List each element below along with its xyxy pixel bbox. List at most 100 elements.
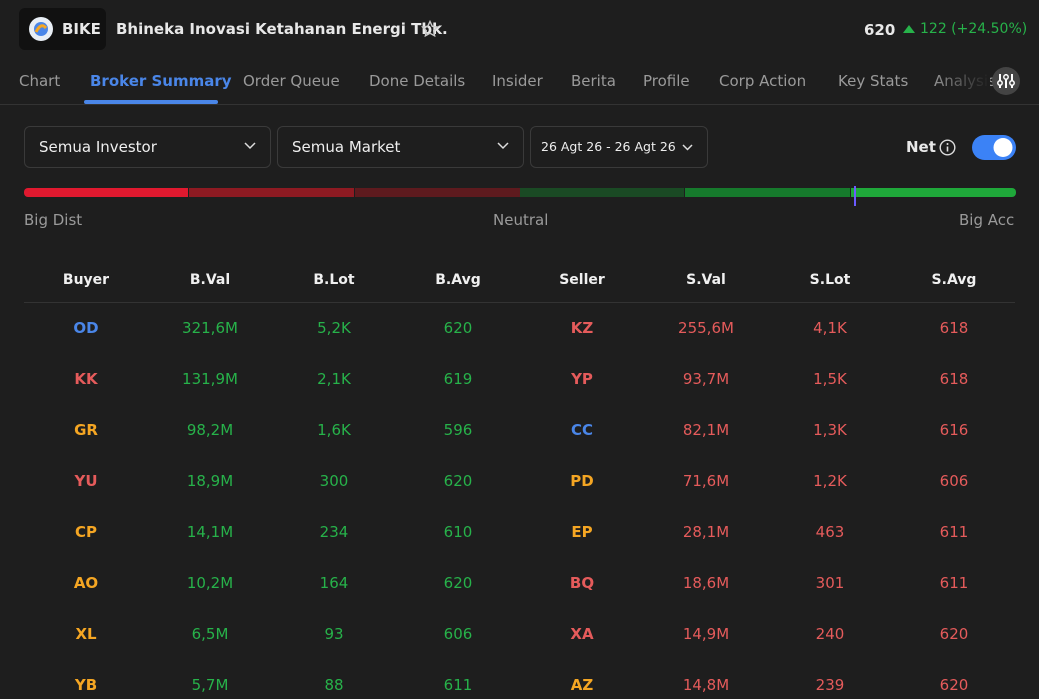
broker-code: KK — [74, 370, 98, 388]
table-cell: 606 — [443, 625, 473, 643]
column-header: Seller — [559, 272, 605, 288]
tab[interactable]: Insider — [492, 72, 543, 90]
info-icon[interactable] — [939, 139, 956, 156]
tab[interactable]: Profile — [643, 72, 690, 90]
market-filter[interactable]: Semua Market — [277, 126, 524, 168]
investor-filter[interactable]: Semua Investor — [24, 126, 271, 168]
table-cell: 618 — [939, 319, 969, 337]
column-header: B.Avg — [435, 272, 481, 288]
table-cell: 82,1M — [682, 421, 730, 439]
meter-left-label: Big Dist — [24, 211, 83, 229]
table-cell: 619 — [443, 370, 473, 388]
price: 620 — [864, 21, 896, 39]
tab[interactable]: Done Details — [369, 72, 466, 90]
table-cell: 4,1K — [813, 319, 847, 337]
logo — [29, 17, 53, 41]
table-cell: 239 — [815, 676, 845, 694]
broker-code: XL — [75, 625, 97, 643]
meter-center-label: Neutral — [493, 211, 549, 229]
table-cell: 234 — [319, 523, 349, 541]
table-cell: 131,9M — [182, 370, 238, 388]
table-cell: 14,8M — [682, 676, 730, 694]
net-label: Net — [906, 138, 936, 156]
table-cell: 596 — [443, 421, 473, 439]
date-filter[interactable]: 26 Agt 26 - 26 Agt 26 — [530, 126, 708, 168]
table-cell: 611 — [939, 523, 969, 541]
tab[interactable]: Broker Summary — [90, 72, 232, 90]
up-arrow — [903, 25, 915, 33]
table-cell: 88 — [324, 676, 344, 694]
table-cell: 6,5M — [191, 625, 229, 643]
price-change: 122 (+24.50%) — [920, 21, 1028, 37]
broker-code: YB — [74, 676, 98, 694]
broker-code: YU — [74, 472, 98, 490]
active-tab-indicator — [84, 100, 218, 104]
table-cell: 620 — [443, 574, 473, 592]
broker-code: AO — [73, 574, 99, 592]
table-cell: 620 — [443, 472, 473, 490]
market-label: Semua Market — [292, 138, 401, 156]
table-cell: 1,3K — [813, 421, 847, 439]
table-cell: 28,1M — [682, 523, 730, 541]
broker-code: PD — [570, 472, 594, 490]
table-cell: 18,6M — [682, 574, 730, 592]
net-toggle[interactable] — [972, 135, 1016, 160]
company-name: Bhineka Inovasi Ketahanan Energi Tbk. — [116, 20, 448, 38]
chevron — [244, 142, 256, 150]
broker-code: YP — [571, 370, 593, 388]
table-cell: 71,6M — [682, 472, 730, 490]
table-header-divider — [24, 302, 1015, 303]
meter-right-label: Big Acc — [959, 211, 1015, 229]
ticker-badge[interactable]: BIKE — [19, 8, 106, 50]
table-cell: 98,2M — [186, 421, 234, 439]
settings-button[interactable] — [991, 66, 1021, 96]
table-cell: 255,6M — [678, 319, 734, 337]
investor-label: Semua Investor — [39, 138, 157, 156]
table-cell: 321,6M — [182, 319, 238, 337]
column-header: B.Lot — [313, 272, 355, 288]
table-cell: 606 — [939, 472, 969, 490]
table-cell: 620 — [939, 676, 969, 694]
table-cell: 164 — [319, 574, 349, 592]
table-cell: 1,5K — [813, 370, 847, 388]
tab[interactable]: Order Queue — [243, 72, 340, 90]
table-cell: 2,1K — [317, 370, 351, 388]
tab[interactable]: Berita — [571, 72, 616, 90]
column-header: S.Avg — [931, 272, 977, 288]
ticker: BIKE — [62, 20, 101, 38]
table-cell: 620 — [939, 625, 969, 643]
acc-dist-meter — [24, 186, 1016, 206]
divider — [0, 104, 1039, 105]
broker-code: GR — [74, 421, 98, 439]
tab[interactable]: Key Stats — [838, 72, 909, 90]
table-cell: 14,9M — [682, 625, 730, 643]
favorite-star[interactable] — [421, 20, 439, 38]
table-cell: 14,1M — [186, 523, 234, 541]
tab[interactable]: Chart — [19, 72, 61, 90]
broker-code: KZ — [570, 319, 594, 337]
table-cell: 1,6K — [317, 421, 351, 439]
broker-code: CP — [74, 523, 97, 541]
table-cell: 611 — [939, 574, 969, 592]
column-header: S.Lot — [809, 272, 851, 288]
table-cell: 610 — [443, 523, 473, 541]
table-cell: 616 — [939, 421, 969, 439]
chevron — [682, 144, 693, 151]
table-cell: 93 — [324, 625, 344, 643]
tab[interactable]: Corp Action — [719, 72, 807, 90]
column-header: S.Val — [686, 272, 726, 288]
date-label: 26 Agt 26 - 26 Agt 26 — [541, 139, 676, 154]
column-header: B.Val — [189, 272, 231, 288]
table-cell: 618 — [939, 370, 969, 388]
broker-code: CC — [570, 421, 594, 439]
table-cell: 611 — [443, 676, 473, 694]
broker-code: XA — [570, 625, 594, 643]
table-cell: 301 — [815, 574, 845, 592]
table-cell: 5,2K — [317, 319, 351, 337]
broker-code: EP — [571, 523, 593, 541]
table-cell: 240 — [815, 625, 845, 643]
column-header: Buyer — [62, 272, 110, 288]
